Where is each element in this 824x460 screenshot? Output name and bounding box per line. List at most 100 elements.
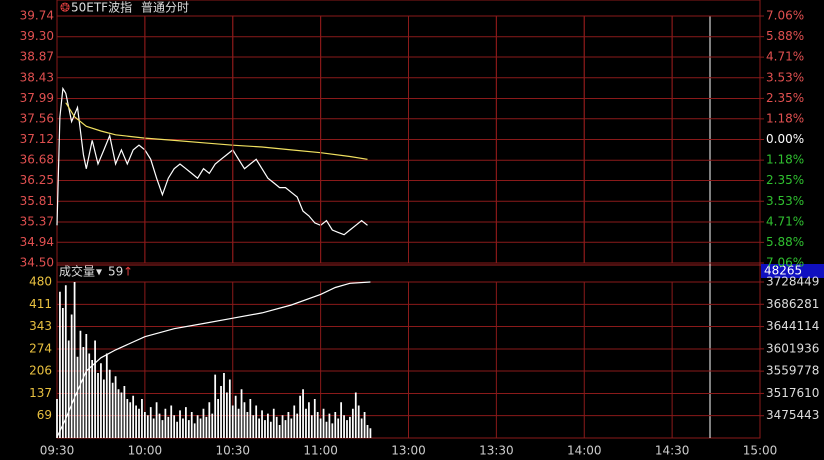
volume-bar xyxy=(161,420,164,438)
volume-bar xyxy=(284,420,287,438)
volume-bar xyxy=(149,407,152,438)
y-tick-label: 37.12 xyxy=(20,132,54,146)
mode[interactable]: 普通分时 xyxy=(141,1,189,15)
y-tick-label: 480 xyxy=(29,275,52,289)
volume-bar xyxy=(61,308,64,438)
volume-bar xyxy=(252,415,255,438)
volume-bar xyxy=(346,420,348,438)
volume-bar xyxy=(290,418,293,438)
volume-bar xyxy=(111,382,114,438)
cumulative-line xyxy=(56,281,371,438)
dropdown-arrow[interactable]: ▾ xyxy=(96,265,102,279)
volume-bar xyxy=(85,334,88,438)
y2-tick-label: 3686281 xyxy=(766,297,819,311)
volume-bar xyxy=(337,418,340,438)
volume-bar xyxy=(351,408,354,438)
y-tick-label: 35.37 xyxy=(20,214,54,228)
volume-bar xyxy=(179,410,181,438)
volume-bar xyxy=(190,412,193,438)
volume-bar xyxy=(211,413,214,438)
volume-bar xyxy=(97,373,99,438)
x-tick-label: 13:30 xyxy=(479,444,514,458)
volume-bar xyxy=(243,402,246,438)
volume-bar xyxy=(64,285,67,438)
volume-bar xyxy=(308,402,310,438)
volume-bar xyxy=(334,412,337,438)
volume-bar xyxy=(167,416,170,438)
x-tick-label: 13:00 xyxy=(391,444,426,458)
volume-bar xyxy=(228,379,231,438)
y-tick-label: 37.99 xyxy=(20,91,54,105)
y2-tick-label: 5.88% xyxy=(766,235,804,249)
volume-bar xyxy=(185,407,187,438)
volume-bar xyxy=(316,412,319,438)
volume-bar xyxy=(354,392,357,438)
volume-bar xyxy=(331,423,334,438)
volume-bar xyxy=(231,405,234,438)
volume-bar xyxy=(223,373,225,438)
x-tick-label: 14:00 xyxy=(567,444,602,458)
y-tick-label: 34.94 xyxy=(20,235,54,249)
volume-bar xyxy=(226,392,228,438)
volume-bar xyxy=(82,347,85,438)
volume-bar xyxy=(129,402,132,438)
volume-bar xyxy=(325,421,328,438)
y2-tick-label: 3517610 xyxy=(766,386,819,400)
volume-bar xyxy=(146,415,149,438)
volume-bar xyxy=(310,415,313,438)
y-tick-label: 38.43 xyxy=(20,70,54,84)
volume-bar xyxy=(369,428,372,438)
volume-bar xyxy=(138,408,140,438)
y2-tick-label: 4.71% xyxy=(766,214,804,228)
volume-bar xyxy=(281,415,284,438)
volume-bar xyxy=(267,413,269,438)
y-tick-label: 38.87 xyxy=(20,50,54,64)
y-tick-label: 137 xyxy=(29,386,52,400)
volume-bar xyxy=(176,421,178,438)
volume-bar xyxy=(94,340,96,438)
volume-bar xyxy=(249,399,252,438)
y-tick-label: 37.56 xyxy=(20,111,54,125)
volume-bar xyxy=(366,425,369,438)
y-tick-label: 36.68 xyxy=(20,153,54,167)
price-line xyxy=(65,102,368,160)
volume-bar xyxy=(328,413,331,438)
y-tick-label: 343 xyxy=(29,319,52,333)
volume-bar xyxy=(287,412,290,438)
volume-bar xyxy=(164,408,167,438)
instrument[interactable]: 50ETF波指 xyxy=(71,0,132,15)
volume-bar xyxy=(363,412,366,438)
price-line xyxy=(56,86,368,236)
x-tick-label: 14:30 xyxy=(655,444,690,458)
volume-bar xyxy=(132,395,135,438)
volume-bar xyxy=(117,389,120,438)
volume-bar xyxy=(299,395,301,438)
volume-bar xyxy=(246,412,249,438)
volume-bar xyxy=(278,425,281,438)
y-tick-label: 274 xyxy=(29,341,52,355)
volume-bar xyxy=(220,386,222,438)
volume-bar xyxy=(126,399,129,438)
volume-bar xyxy=(123,386,126,438)
volume-bar xyxy=(322,408,325,438)
volume-bar xyxy=(193,423,196,438)
volume-bar xyxy=(152,418,155,438)
volume-bar xyxy=(141,399,143,438)
volume-bar xyxy=(258,418,260,438)
volume-bar xyxy=(343,415,345,438)
volume-bar xyxy=(305,408,307,438)
volume-bar xyxy=(67,340,70,438)
volume-bar xyxy=(349,416,351,438)
volume-bar xyxy=(255,405,258,438)
volume-bar xyxy=(272,408,275,438)
volume-bar xyxy=(155,402,158,438)
y2-tick-label: 3559778 xyxy=(766,364,819,378)
volume-bar xyxy=(237,408,240,438)
y-tick-label: 35.81 xyxy=(20,194,54,208)
volume-bar xyxy=(70,314,73,438)
volume-bar xyxy=(208,402,211,438)
volume-bar xyxy=(135,405,137,438)
volume-bar xyxy=(102,379,105,438)
cursor-value: 48265 xyxy=(764,264,802,278)
y2-tick-label: 1.18% xyxy=(766,153,804,167)
